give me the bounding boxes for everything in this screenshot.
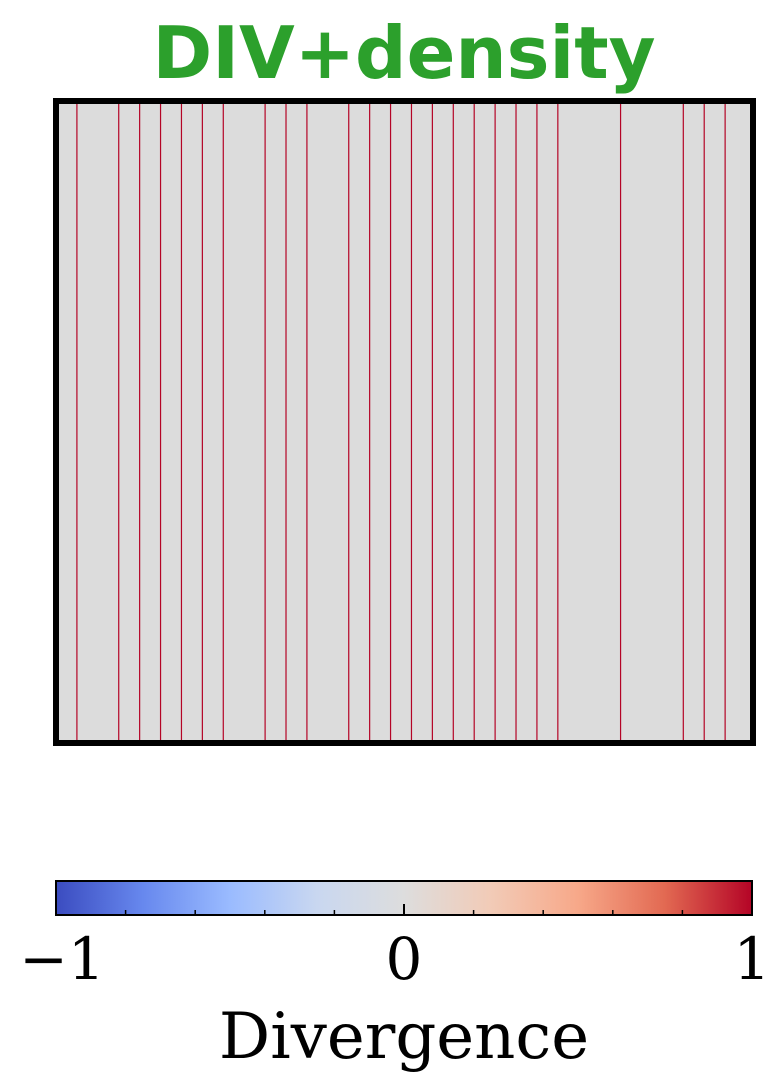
divergence-lines <box>76 101 726 743</box>
heatmap-plot <box>53 98 756 746</box>
colorbar-tick-label-max: 1 <box>734 925 771 993</box>
plot-background <box>56 101 753 743</box>
colorbar: −1 0 1 Divergence <box>19 880 771 1074</box>
plot-frame <box>53 98 756 746</box>
colorbar-ticks <box>55 904 753 915</box>
colorbar-tick-label-zero: 0 <box>386 925 423 993</box>
chart-title: DIV+density <box>152 11 655 95</box>
colorbar-tick-label-min: −1 <box>19 925 105 993</box>
colorbar-label: Divergence <box>219 1000 589 1074</box>
